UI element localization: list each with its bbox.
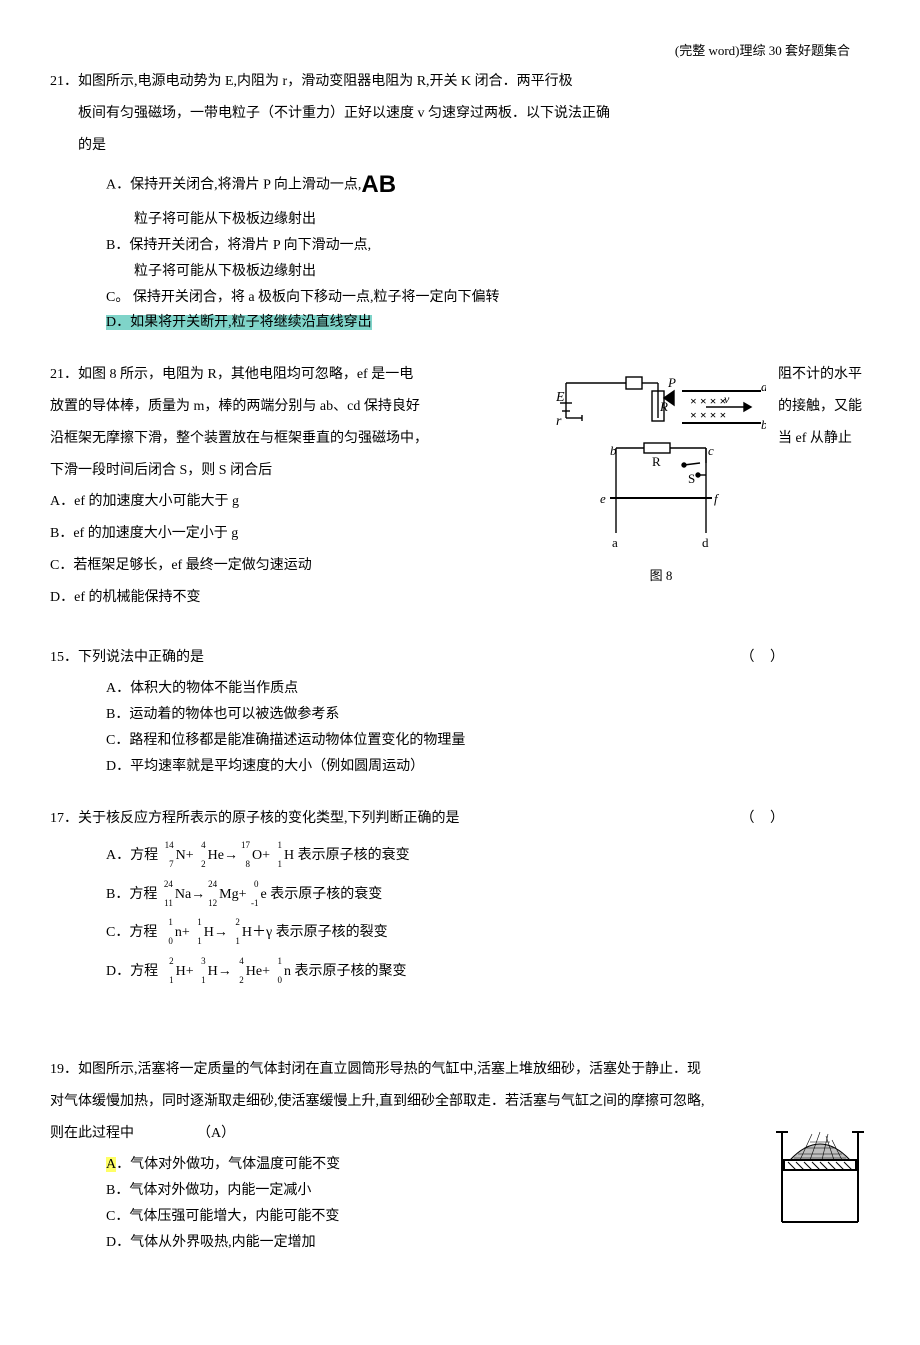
svg-text:× × × ×: × × × × xyxy=(690,408,726,422)
svg-text:b: b xyxy=(761,417,766,432)
svg-text:c: c xyxy=(708,443,714,458)
stem-text: 如图所示,电源电动势为 E,内阻为 r，滑动变阻器电阻为 R,开关 K 闭合．两… xyxy=(78,74,573,89)
nuclear-formula: 10n+11H→21H＋γ xyxy=(161,925,276,940)
q-number: 21． xyxy=(50,367,78,382)
option-c: C．路程和位移都是能准确描述运动物体位置变化的物理量 xyxy=(106,729,870,753)
question-21b: 21．如图 8 所示，电阻为 R，其他电阻均可忽略，ef 是一电 放置的导体棒，… xyxy=(50,363,870,617)
cylinder-piston-icon xyxy=(770,1122,870,1232)
highlight: A xyxy=(106,1157,116,1172)
q-number: 21． xyxy=(50,74,78,89)
option-b: B．保持开关闭合，将滑片 P 向下滑动一点, xyxy=(106,234,870,258)
option-c: C．若框架足够长，ef 最终一定做匀速运动 xyxy=(50,554,544,578)
stem-line: 对气体缓慢加热，同时逐渐取走细砂,使活塞缓慢上升,直到细砂全部取走．若活塞与气缸… xyxy=(50,1090,870,1114)
stem-text: 关于核反应方程所表示的原子核的变化类型,下列判断正确的是 xyxy=(78,811,460,826)
stem-text: 下列说法中正确的是 xyxy=(78,650,204,665)
option-b: B．方程 2411Na→2412Mg+0-1e 表示原子核的衰变 xyxy=(106,877,870,913)
svg-text:b: b xyxy=(610,443,617,458)
nuclear-formula: 147N+42He→178O+11H xyxy=(162,848,298,863)
stem-line: 沿框架无摩擦下滑，整个装置放在与框架垂直的匀强磁场中， xyxy=(50,427,544,451)
svg-text:f: f xyxy=(714,491,720,506)
stem-line: 21．如图 8 所示，电阻为 R，其他电阻均可忽略，ef 是一电 xyxy=(50,363,544,387)
stem-text: 如图 8 所示，电阻为 R，其他电阻均可忽略，ef 是一电 xyxy=(78,367,413,382)
svg-text:S: S xyxy=(688,471,695,486)
q-number: 19． xyxy=(50,1062,78,1077)
page-header: (完整 word)理综 30 套好题集合 xyxy=(50,40,870,62)
svg-text:r: r xyxy=(556,414,562,429)
wrap-right-text: 阻不计的水平 的接触，又能 当 ef 从静止 xyxy=(778,363,870,458)
option-b-cont: 粒子将可能从下极板边缘射出 xyxy=(106,260,870,284)
highlight: D．如果将开关断开,粒子将继续沿直线穿出 xyxy=(106,315,372,330)
question-21a: 21．如图所示,电源电动势为 E,内阻为 r，滑动变阻器电阻为 R,开关 K 闭… xyxy=(50,70,870,335)
circuit-diagram-icon: E r P R a b × × × × xyxy=(556,363,766,563)
answer-blank: （ ） xyxy=(741,807,871,831)
option-prefix: C．方程 xyxy=(106,925,161,940)
option-prefix: B．方程 xyxy=(106,887,161,902)
svg-text:R: R xyxy=(659,399,668,414)
option-a: A．体积大的物体不能当作质点 xyxy=(106,677,870,701)
figure-caption: 图 8 xyxy=(556,565,766,587)
option-prefix: A．方程 xyxy=(106,848,162,863)
piston-figure xyxy=(770,1122,870,1232)
stem-line: 板间有匀强磁场，一带电粒子（不计重力）正好以速度 v 匀速穿过两板．以下说法正确 xyxy=(50,102,870,126)
q-number: 17． xyxy=(50,811,78,826)
stem-line: 19．如图所示,活塞将一定质量的气体封闭在直立圆筒形导热的气缸中,活塞上堆放细砂… xyxy=(50,1058,870,1082)
option-c: C．气体压强可能增大，内能可能不变 xyxy=(106,1205,740,1229)
question-19: 19．如图所示,活塞将一定质量的气体封闭在直立圆筒形导热的气缸中,活塞上堆放细砂… xyxy=(50,1058,870,1257)
stem-line: 15．下列说法中正确的是 （ ） xyxy=(50,646,870,670)
q-number: 15． xyxy=(50,650,78,665)
option-suffix: 表示原子核的衰变 xyxy=(270,887,382,902)
stem-suffix: 当 ef 从静止 xyxy=(778,427,870,451)
answer-label: （A） xyxy=(204,1126,235,1141)
figure-8: E r P R a b × × × × xyxy=(556,363,766,587)
svg-text:P: P xyxy=(667,375,676,390)
stem-line: 放置的导体棒，质量为 m，棒的两端分别与 ab、cd 保持良好 xyxy=(50,395,544,419)
options: A．保持开关闭合,将滑片 P 向上滑动一点,AB 粒子将可能从下极板边缘射出 B… xyxy=(50,165,870,335)
option-d: D．气体从外界吸热,内能一定增加 xyxy=(106,1231,740,1255)
option-suffix: 表示原子核的聚变 xyxy=(295,964,407,979)
option-text: ．气体对外做功，气体温度可能不变 xyxy=(116,1157,340,1172)
svg-text:E: E xyxy=(556,390,565,405)
option-a: A．保持开关闭合,将滑片 P 向上滑动一点,AB xyxy=(106,165,870,206)
option-a: A．气体对外做功，气体温度可能不变 xyxy=(106,1153,740,1177)
option-text: A．保持开关闭合,将滑片 P 向上滑动一点, xyxy=(106,178,361,193)
option-b: B．气体对外做功，内能一定减小 xyxy=(106,1179,740,1203)
nuclear-formula: 21H+31H→42He+10n xyxy=(162,964,295,979)
stem-line: 下滑一段时间后闭合 S，则 S 闭合后 xyxy=(50,459,544,483)
option-suffix: 表示原子核的裂变 xyxy=(276,925,388,940)
option-d: D．方程 21H+31H→42He+10n 表示原子核的聚变 xyxy=(106,954,870,990)
nuclear-formula: 2411Na→2412Mg+0-1e xyxy=(161,887,270,902)
option-a: A．ef 的加速度大小可能大于 g xyxy=(50,490,544,514)
svg-text:× × × ×: × × × × xyxy=(690,394,726,408)
option-prefix: D．方程 xyxy=(106,964,162,979)
option-a-cont: 粒子将可能从下极板边缘射出 xyxy=(106,208,870,232)
svg-text:a: a xyxy=(612,535,618,550)
option-d: D．平均速率就是平均速度的大小（例如圆周运动） xyxy=(106,755,870,779)
answer-inline: AB xyxy=(361,171,396,198)
question-15: 15．下列说法中正确的是 （ ） A．体积大的物体不能当作质点 B．运动着的物体… xyxy=(50,646,870,779)
option-suffix: 表示原子核的衰变 xyxy=(298,848,410,863)
option-b: B．ef 的加速度大小一定小于 g xyxy=(50,522,544,546)
answer-blank: （ ） xyxy=(741,646,871,670)
option-a: A．方程 147N+42He→178O+11H 表示原子核的衰变 xyxy=(106,838,870,874)
option-c: C。 保持开关闭合，将 a 极板向下移动一点,粒子将一定向下偏转 xyxy=(106,286,870,310)
svg-text:v: v xyxy=(724,392,730,406)
option-c: C．方程 10n+11H→21H＋γ 表示原子核的裂变 xyxy=(106,915,870,951)
option-b: B．运动着的物体也可以被选做参考系 xyxy=(106,703,870,727)
svg-text:a: a xyxy=(761,379,766,394)
stem-line: 的是 xyxy=(50,134,870,158)
question-17: 17．关于核反应方程所表示的原子核的变化类型,下列判断正确的是 （ ） A．方程… xyxy=(50,807,870,990)
stem-text: 如图所示,活塞将一定质量的气体封闭在直立圆筒形导热的气缸中,活塞上堆放细砂，活塞… xyxy=(78,1062,701,1077)
option-d: D．如果将开关断开,粒子将继续沿直线穿出 xyxy=(106,311,870,335)
stem-suffix: 阻不计的水平 xyxy=(778,363,870,387)
stem-line: 17．关于核反应方程所表示的原子核的变化类型,下列判断正确的是 （ ） xyxy=(50,807,870,831)
stem-line: 则在此过程中 （A） xyxy=(50,1122,740,1146)
stem-line: 21．如图所示,电源电动势为 E,内阻为 r，滑动变阻器电阻为 R,开关 K 闭… xyxy=(50,70,870,94)
option-d: D．ef 的机械能保持不变 xyxy=(50,586,544,610)
svg-text:e: e xyxy=(600,491,606,506)
svg-text:R: R xyxy=(652,454,661,469)
stem-text: 则在此过程中 xyxy=(50,1126,134,1141)
svg-text:d: d xyxy=(702,535,709,550)
stem-suffix: 的接触，又能 xyxy=(778,395,870,419)
